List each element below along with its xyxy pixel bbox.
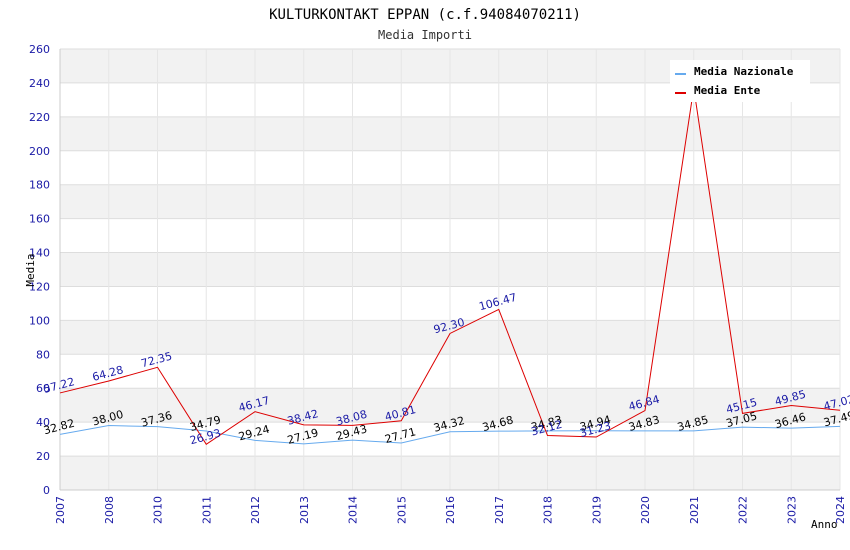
legend-label-media-ente: Media Ente <box>694 84 761 97</box>
x-tick-label: 2014 <box>347 496 360 524</box>
legend: Media Nazionale Media Ente <box>670 60 810 102</box>
x-tick-label: 2021 <box>688 496 701 524</box>
y-tick-label: 160 <box>29 213 50 226</box>
x-tick-label: 2010 <box>152 496 165 524</box>
y-tick-label: 20 <box>36 450 50 463</box>
x-tick-label: 2017 <box>493 496 506 524</box>
y-tick-label: 80 <box>36 348 50 361</box>
y-tick-label: 100 <box>29 314 50 327</box>
x-tick-label: 2023 <box>785 496 798 524</box>
y-tick-labels: 0 20 40 60 80 100 120 140 160 180 200 220 240 260 <box>29 43 50 497</box>
x-tick-labels: 2007 2008 2010 2011 2012 2013 2014 2015 2016 2017… <box>54 496 847 524</box>
y-tick-label: 220 <box>29 111 50 124</box>
x-tick-label: 2016 <box>444 496 457 524</box>
x-tick-label: 2013 <box>298 496 311 524</box>
y-tick-label: 120 <box>29 280 50 293</box>
y-tick-label: 180 <box>29 179 50 192</box>
chart-subtitle: Media Importi <box>378 28 472 42</box>
y-tick-label: 60 <box>36 382 50 395</box>
y-axis-label: Media <box>24 253 37 286</box>
x-tick-label: 2024 <box>834 496 847 524</box>
axes <box>59 49 840 491</box>
x-tick-label: 2012 <box>249 496 262 524</box>
legend-background <box>670 60 810 102</box>
y-tick-label: 40 <box>36 416 50 429</box>
x-tick-label: 2015 <box>395 496 408 524</box>
x-tick-label: 2019 <box>590 496 603 524</box>
legend-label-media-nazionale: Media Nazionale <box>694 65 794 78</box>
y-tick-label: 140 <box>29 247 50 260</box>
series-line-media-ente <box>59 88 841 446</box>
series-line-media-nazionale <box>59 425 841 445</box>
y-tick-label: 240 <box>29 77 50 90</box>
x-tick-label: 2008 <box>103 496 116 524</box>
x-tick-label: 2007 <box>54 496 67 524</box>
y-tick-label: 0 <box>43 484 50 497</box>
x-tick-label: 2022 <box>737 496 750 524</box>
y-tick-label: 260 <box>29 43 50 56</box>
y-tick-label: 200 <box>29 145 50 158</box>
series-lines <box>59 88 841 446</box>
chart-title: KULTURKONTAKT EPPAN (c.f.94084070211) <box>269 7 581 23</box>
x-tick-label: 2018 <box>542 496 555 524</box>
x-tick-label: 2020 <box>639 496 652 524</box>
x-axis-label: Anno <box>811 518 838 531</box>
x-tick-label: 2011 <box>200 496 213 524</box>
